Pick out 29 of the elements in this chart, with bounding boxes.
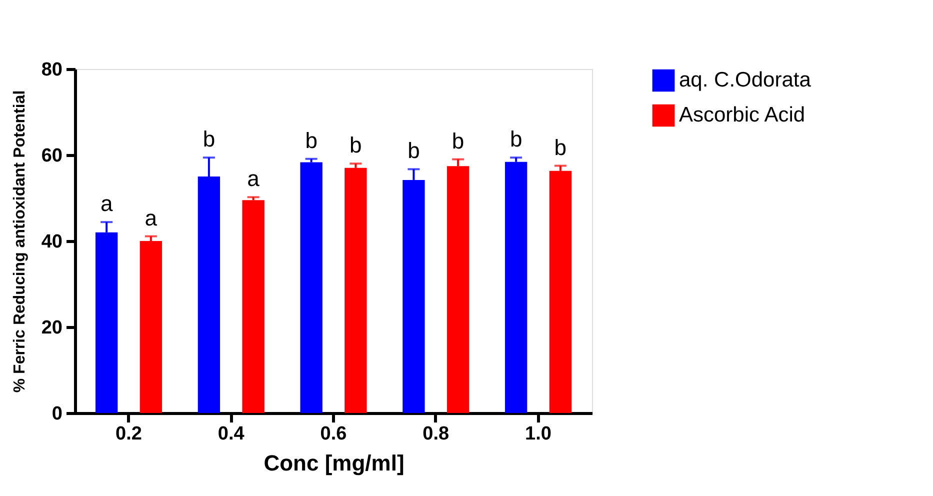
legend-label: aq. C.Odorata [679,68,812,92]
x-tick-label: 0.8 [422,424,450,444]
bar [504,162,528,413]
x-tick-label: 0.6 [320,424,347,444]
y-axis-title: % Ferric Reducing antioxidant Potential [11,90,28,393]
y-tick-label: 20 [41,318,62,338]
data-label: b [350,132,362,158]
data-label: b [202,126,216,152]
x-tick-label: 0.2 [116,424,142,444]
x-tick-label: 1.0 [525,424,552,444]
data-label: b [510,126,522,152]
data-label: a [100,191,114,216]
data-label: b [452,128,464,154]
data-label: a [144,205,158,230]
y-tick-label: 80 [41,60,62,80]
bar [140,241,162,413]
x-tick-label: 0.4 [218,424,245,444]
bar [300,162,322,413]
y-tick-label: 60 [41,146,62,166]
y-tick-label: 0 [52,404,62,424]
bar [549,170,572,413]
y-tick-label: 40 [41,232,62,252]
bar [344,168,367,413]
legend-label: Ascorbic Acid [679,104,806,126]
data-label: a [247,166,260,192]
data-label: b [408,138,420,164]
x-axis-title: Conc [mg/ml] [264,450,404,476]
data-label: b [554,134,567,160]
data-label: b [305,128,318,153]
